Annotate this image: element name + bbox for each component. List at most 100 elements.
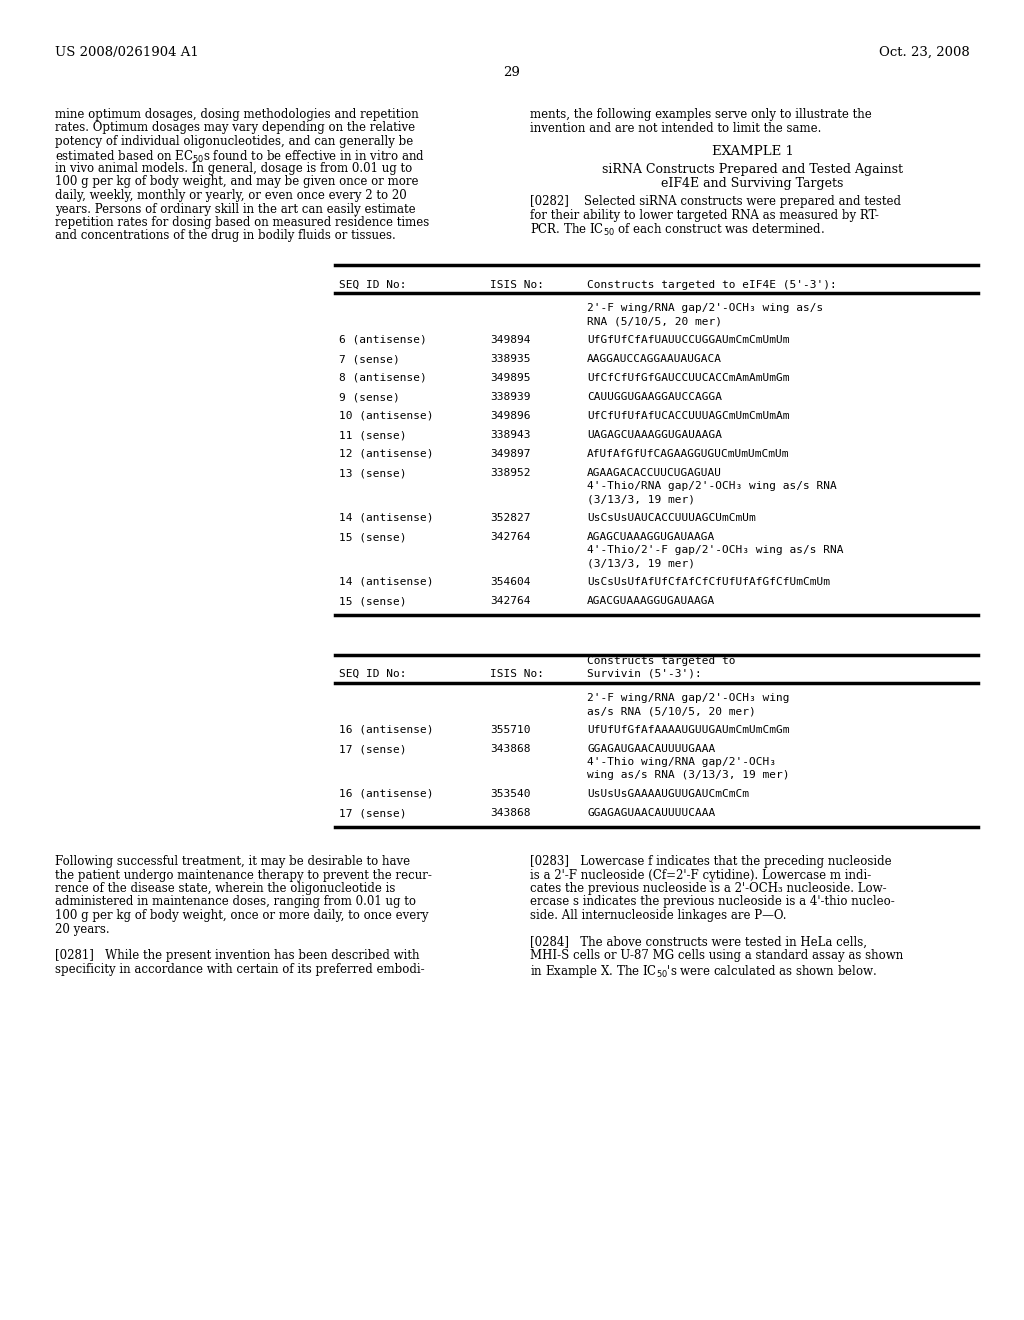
Text: UAGAGCUAAAGGUGAUAAGA: UAGAGCUAAAGGUGAUAAGA xyxy=(587,430,722,440)
Text: 12 (antisense): 12 (antisense) xyxy=(339,449,433,459)
Text: MHI-S cells or U-87 MG cells using a standard assay as shown: MHI-S cells or U-87 MG cells using a sta… xyxy=(530,949,903,962)
Text: ments, the following examples serve only to illustrate the: ments, the following examples serve only… xyxy=(530,108,871,121)
Text: UsCsUsUfAfUfCfAfCfCfUfUfAfGfCfUmCmUm: UsCsUsUfAfUfCfAfCfCfUfUfAfGfCfUmCmUm xyxy=(587,577,830,587)
Text: 29: 29 xyxy=(504,66,520,79)
Text: siRNA Constructs Prepared and Tested Against: siRNA Constructs Prepared and Tested Aga… xyxy=(602,162,903,176)
Text: SEQ ID No:: SEQ ID No: xyxy=(339,669,407,678)
Text: 4'-Thio/RNA gap/2'-OCH₃ wing as/s RNA: 4'-Thio/RNA gap/2'-OCH₃ wing as/s RNA xyxy=(587,480,837,491)
Text: 9 (sense): 9 (sense) xyxy=(339,392,399,403)
Text: 349894: 349894 xyxy=(490,335,530,345)
Text: 100 g per kg of body weight, once or more daily, to once every: 100 g per kg of body weight, once or mor… xyxy=(55,909,428,921)
Text: eIF4E and Surviving Targets: eIF4E and Surviving Targets xyxy=(662,177,844,190)
Text: and concentrations of the drug in bodily fluids or tissues.: and concentrations of the drug in bodily… xyxy=(55,230,395,243)
Text: 6 (antisense): 6 (antisense) xyxy=(339,335,427,345)
Text: 2'-F wing/RNA gap/2'-OCH₃ wing as/s: 2'-F wing/RNA gap/2'-OCH₃ wing as/s xyxy=(587,304,823,313)
Text: 17 (sense): 17 (sense) xyxy=(339,744,407,754)
Text: 343868: 343868 xyxy=(490,808,530,818)
Text: 4'-Thio wing/RNA gap/2'-OCH₃: 4'-Thio wing/RNA gap/2'-OCH₃ xyxy=(587,756,776,767)
Text: [0284]   The above constructs were tested in HeLa cells,: [0284] The above constructs were tested … xyxy=(530,936,867,949)
Text: mine optimum dosages, dosing methodologies and repetition: mine optimum dosages, dosing methodologi… xyxy=(55,108,419,121)
Text: repetition rates for dosing based on measured residence times: repetition rates for dosing based on mea… xyxy=(55,216,429,228)
Text: 11 (sense): 11 (sense) xyxy=(339,430,407,440)
Text: 13 (sense): 13 (sense) xyxy=(339,469,407,478)
Text: potency of individual oligonucleotides, and can generally be: potency of individual oligonucleotides, … xyxy=(55,135,414,148)
Text: 338952: 338952 xyxy=(490,469,530,478)
Text: 354604: 354604 xyxy=(490,577,530,587)
Text: 2'-F wing/RNA gap/2'-OCH₃ wing: 2'-F wing/RNA gap/2'-OCH₃ wing xyxy=(587,693,790,704)
Text: daily, weekly, monthly or yearly, or even once every 2 to 20: daily, weekly, monthly or yearly, or eve… xyxy=(55,189,407,202)
Text: UfGfUfCfAfUAUUCCUGGAUmCmCmUmUm: UfGfUfCfAfUAUUCCUGGAUmCmCmUmUm xyxy=(587,335,790,345)
Text: ISIS No:: ISIS No: xyxy=(490,280,544,290)
Text: AGAAGACACCUUCUGAGUAU: AGAAGACACCUUCUGAGUAU xyxy=(587,469,722,478)
Text: 16 (antisense): 16 (antisense) xyxy=(339,725,433,735)
Text: estimated based on EC$_{50}$s found to be effective in in vitro and: estimated based on EC$_{50}$s found to b… xyxy=(55,149,425,165)
Text: GGAGAGUAACAUUUUCAAA: GGAGAGUAACAUUUUCAAA xyxy=(587,808,715,818)
Text: ercase s indicates the previous nucleoside is a 4'-thio nucleo-: ercase s indicates the previous nucleosi… xyxy=(530,895,895,908)
Text: US 2008/0261904 A1: US 2008/0261904 A1 xyxy=(55,46,199,59)
Text: UsCsUsUAUCACCUUUAGCUmCmUm: UsCsUsUAUCACCUUUAGCUmCmUm xyxy=(587,513,756,523)
Text: [0282]    Selected siRNA constructs were prepared and tested: [0282] Selected siRNA constructs were pr… xyxy=(530,195,901,209)
Text: 15 (sense): 15 (sense) xyxy=(339,597,407,606)
Text: as/s RNA (5/10/5, 20 mer): as/s RNA (5/10/5, 20 mer) xyxy=(587,706,756,715)
Text: years. Persons of ordinary skill in the art can easily estimate: years. Persons of ordinary skill in the … xyxy=(55,202,416,215)
Text: the patient undergo maintenance therapy to prevent the recur-: the patient undergo maintenance therapy … xyxy=(55,869,432,882)
Text: CAUUGGUGAAGGAUCCAGGA: CAUUGGUGAAGGAUCCAGGA xyxy=(587,392,722,403)
Text: Oct. 23, 2008: Oct. 23, 2008 xyxy=(880,46,970,59)
Text: [0281]   While the present invention has been described with: [0281] While the present invention has b… xyxy=(55,949,420,962)
Text: AGAGCUAAAGGUGAUAAGA: AGAGCUAAAGGUGAUAAGA xyxy=(587,532,715,543)
Text: 20 years.: 20 years. xyxy=(55,923,110,936)
Text: 338939: 338939 xyxy=(490,392,530,403)
Text: Constructs targeted to: Constructs targeted to xyxy=(587,656,735,667)
Text: 8 (antisense): 8 (antisense) xyxy=(339,374,427,383)
Text: UsUsUsGAAAAUGUUGAUCmCmCm: UsUsUsGAAAAUGUUGAUCmCmCm xyxy=(587,789,749,799)
Text: PCR. The IC$_{50}$ of each construct was determined.: PCR. The IC$_{50}$ of each construct was… xyxy=(530,222,825,238)
Text: UfCfCfUfGfGAUCCUUCACCmAmAmUmGm: UfCfCfUfGfGAUCCUUCACCmAmAmUmGm xyxy=(587,374,790,383)
Text: 15 (sense): 15 (sense) xyxy=(339,532,407,543)
Text: AAGGAUCCAGGAAUAUGACA: AAGGAUCCAGGAAUAUGACA xyxy=(587,354,722,364)
Text: 349895: 349895 xyxy=(490,374,530,383)
Text: RNA (5/10/5, 20 mer): RNA (5/10/5, 20 mer) xyxy=(587,315,722,326)
Text: GGAGAUGAACAUUUUGAAA: GGAGAUGAACAUUUUGAAA xyxy=(587,744,715,754)
Text: AGACGUAAAGGUGAUAAGA: AGACGUAAAGGUGAUAAGA xyxy=(587,597,715,606)
Text: for their ability to lower targeted RNA as measured by RT-: for their ability to lower targeted RNA … xyxy=(530,209,879,222)
Text: 10 (antisense): 10 (antisense) xyxy=(339,411,433,421)
Text: cates the previous nucleoside is a 2'-OCH₃ nucleoside. Low-: cates the previous nucleoside is a 2'-OC… xyxy=(530,882,887,895)
Text: administered in maintenance doses, ranging from 0.01 ug to: administered in maintenance doses, rangi… xyxy=(55,895,416,908)
Text: is a 2'-F nucleoside (Cf=2'-F cytidine). Lowercase m indi-: is a 2'-F nucleoside (Cf=2'-F cytidine).… xyxy=(530,869,871,882)
Text: 338935: 338935 xyxy=(490,354,530,364)
Text: (3/13/3, 19 mer): (3/13/3, 19 mer) xyxy=(587,558,695,568)
Text: in vivo animal models. In general, dosage is from 0.01 ug to: in vivo animal models. In general, dosag… xyxy=(55,162,413,176)
Text: in Example X. The IC$_{50}$'s were calculated as shown below.: in Example X. The IC$_{50}$'s were calcu… xyxy=(530,964,878,979)
Text: ISIS No:: ISIS No: xyxy=(490,669,544,678)
Text: 100 g per kg of body weight, and may be given once or more: 100 g per kg of body weight, and may be … xyxy=(55,176,419,189)
Text: UfCfUfUfAfUCACCUUUAGCmUmCmUmAm: UfCfUfUfAfUCACCUUUAGCmUmCmUmAm xyxy=(587,411,790,421)
Text: (3/13/3, 19 mer): (3/13/3, 19 mer) xyxy=(587,494,695,504)
Text: AfUfAfGfUfCAGAAGGUGUCmUmUmCmUm: AfUfAfGfUfCAGAAGGUGUCmUmUmCmUm xyxy=(587,449,790,459)
Text: rates. Optimum dosages may vary depending on the relative: rates. Optimum dosages may vary dependin… xyxy=(55,121,415,135)
Text: 7 (sense): 7 (sense) xyxy=(339,354,399,364)
Text: 4'-Thio/2'-F gap/2'-OCH₃ wing as/s RNA: 4'-Thio/2'-F gap/2'-OCH₃ wing as/s RNA xyxy=(587,545,844,554)
Text: side. All internucleoside linkages are P—O.: side. All internucleoside linkages are P… xyxy=(530,909,786,921)
Text: Survivin (5'-3'):: Survivin (5'-3'): xyxy=(587,669,701,678)
Text: 349897: 349897 xyxy=(490,449,530,459)
Text: 16 (antisense): 16 (antisense) xyxy=(339,789,433,799)
Text: Constructs targeted to eIF4E (5'-3'):: Constructs targeted to eIF4E (5'-3'): xyxy=(587,280,837,290)
Text: invention and are not intended to limit the same.: invention and are not intended to limit … xyxy=(530,121,821,135)
Text: 14 (antisense): 14 (antisense) xyxy=(339,513,433,523)
Text: UfUfUfGfAfAAAAUGUUGAUmCmUmCmGm: UfUfUfGfAfAAAAUGUUGAUmCmUmCmGm xyxy=(587,725,790,735)
Text: 353540: 353540 xyxy=(490,789,530,799)
Text: specificity in accordance with certain of its preferred embodi-: specificity in accordance with certain o… xyxy=(55,964,425,975)
Text: EXAMPLE 1: EXAMPLE 1 xyxy=(712,145,794,158)
Text: 343868: 343868 xyxy=(490,744,530,754)
Text: 342764: 342764 xyxy=(490,532,530,543)
Text: wing as/s RNA (3/13/3, 19 mer): wing as/s RNA (3/13/3, 19 mer) xyxy=(587,770,790,780)
Text: 14 (antisense): 14 (antisense) xyxy=(339,577,433,587)
Text: 342764: 342764 xyxy=(490,597,530,606)
Text: 338943: 338943 xyxy=(490,430,530,440)
Text: 352827: 352827 xyxy=(490,513,530,523)
Text: SEQ ID No:: SEQ ID No: xyxy=(339,280,407,290)
Text: 349896: 349896 xyxy=(490,411,530,421)
Text: Following successful treatment, it may be desirable to have: Following successful treatment, it may b… xyxy=(55,855,411,869)
Text: 355710: 355710 xyxy=(490,725,530,735)
Text: 17 (sense): 17 (sense) xyxy=(339,808,407,818)
